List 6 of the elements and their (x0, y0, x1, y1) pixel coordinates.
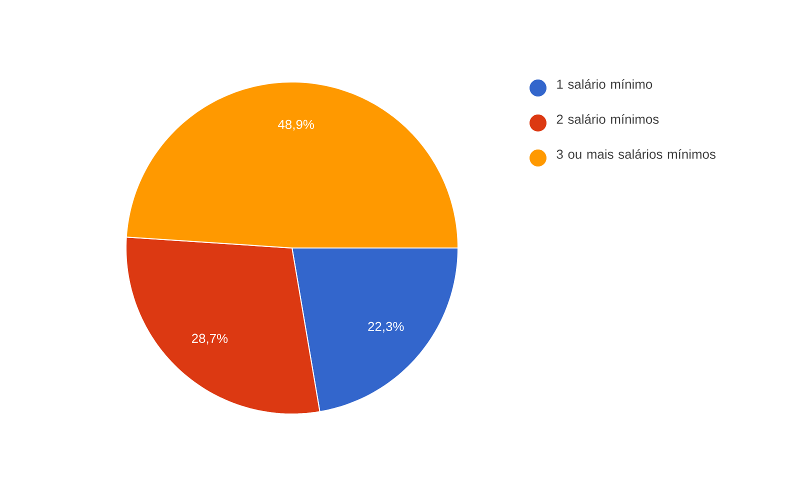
data-label: 48,9% (278, 120, 314, 131)
data-label: 28,7% (192, 334, 228, 345)
legend-label: 1 salário mínimo (557, 79, 652, 89)
data-label: 22,3% (368, 322, 404, 333)
legend-label: 2 salário mínimos (556, 114, 659, 124)
legend-label: 3 ou mais salários mínimos (556, 149, 716, 159)
